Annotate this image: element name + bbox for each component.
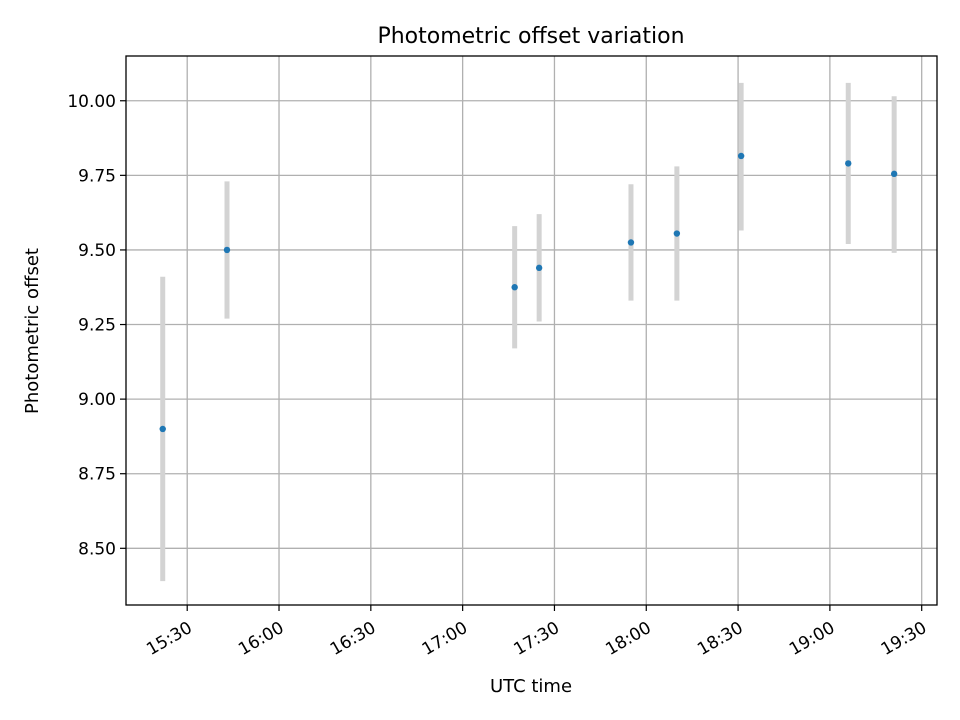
x-tick-label: 19:00 — [786, 618, 838, 660]
x-tick-label: 17:00 — [419, 618, 471, 660]
y-tick-label: 8.50 — [78, 539, 116, 559]
data-point — [159, 425, 166, 433]
x-tick-label: 16:30 — [327, 618, 379, 660]
data-point — [511, 284, 518, 291]
data-point — [223, 246, 231, 254]
x-tick-label: 15:30 — [143, 618, 195, 660]
y-tick-label: 9.75 — [78, 166, 116, 186]
x-tick-label: 19:30 — [878, 618, 930, 660]
data-points — [159, 152, 898, 433]
x-tick-label: 18:30 — [694, 618, 746, 660]
axis-ticks: 15:30 16:00 16:30 17:00 17:30 18:00 18:30 19:00… — [67, 92, 930, 660]
data-point — [845, 160, 852, 167]
plot-frame — [125, 55, 938, 606]
y-tick-label: 9.50 — [78, 241, 116, 261]
chart-title: Photometric offset variation — [377, 24, 684, 49]
y-tick-label: 9.25 — [78, 316, 116, 336]
x-tick-label: 17:30 — [511, 618, 563, 660]
x-tick-label: 18:00 — [602, 618, 654, 660]
y-tick-label: 8.75 — [78, 465, 116, 485]
data-point — [535, 264, 543, 272]
y-axis-label: Photometric offset — [22, 248, 43, 414]
data-point — [737, 152, 745, 160]
error-bars — [160, 82, 897, 582]
x-axis-label: UTC time — [490, 676, 572, 697]
y-tick-label: 10.00 — [67, 92, 116, 112]
x-tick-label: 16:00 — [235, 618, 287, 660]
data-point — [627, 239, 635, 246]
data-point — [890, 170, 898, 178]
data-point — [673, 230, 681, 237]
grid — [126, 56, 937, 605]
y-tick-label: 9.00 — [78, 390, 116, 410]
